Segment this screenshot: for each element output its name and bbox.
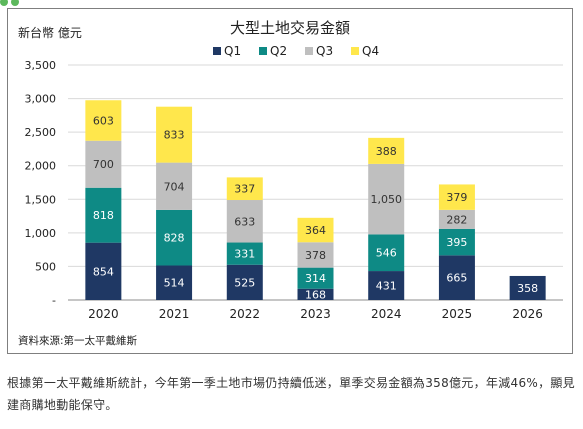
y-tick-label: 2,000 [25,160,57,173]
stacked-bar-chart: 大型土地交易金額 新台幣 億元 Q1 Q2 Q3 Q4 - 500 1,000 1,500 2,00… [18,19,563,347]
data-label-q3-2022: 633 [234,215,255,228]
data-label-q4-2021: 833 [164,129,185,142]
chart-frame: 大型土地交易金額 新台幣 億元 Q1 Q2 Q3 Q4 - 500 1,000 1,500 2,00… [7,8,573,354]
x-tick-label-2024: 2024 [371,307,402,321]
legend-label-q3: Q3 [316,44,333,58]
y-tick-label: 3,500 [25,59,57,72]
accent-dot [11,0,19,6]
legend-swatch-q3 [305,47,313,55]
legend-swatch-q2 [259,47,267,55]
data-label-q1-2026: 358 [517,282,538,295]
y-tick-label: 500 [35,260,56,273]
x-tick-label-2021: 2021 [159,307,190,321]
data-label-q2-2024: 546 [376,247,397,260]
accent-dot [0,0,8,6]
bar-q1-2024 [368,271,405,300]
x-tick-label-2023: 2023 [300,307,331,321]
legend-label-q4: Q4 [362,44,379,58]
bar-q1-2023 [297,288,334,300]
bar-q2-2024 [368,234,405,272]
bar-q2-2022 [226,242,263,265]
bar-q3-2023 [297,242,334,268]
data-label-q1-2024: 431 [376,280,397,293]
bar-q3-2025 [438,209,475,229]
legend-label-q1: Q1 [224,44,241,58]
data-label-q1-2023: 168 [305,288,326,301]
x-tick-label-2020: 2020 [88,307,119,321]
bar-q1-2020 [85,242,122,300]
legend-swatch-q4 [351,47,359,55]
bar-q1-2022 [226,264,263,300]
data-label-q3-2020: 700 [93,158,114,171]
bar-q1-2026 [509,275,546,300]
data-label-q1-2025: 665 [446,272,467,285]
data-label-q4-2022: 337 [234,183,255,196]
data-label-q1-2022: 525 [234,276,255,289]
y-axis-label: 新台幣 億元 [18,25,82,40]
data-label-q3-2023: 378 [305,249,326,262]
data-label-q3-2025: 282 [446,213,467,226]
chart-source-note: 資料來源:第一太平戴維斯 [18,334,138,347]
bar-q4-2024 [368,137,405,164]
bar-q3-2020 [85,140,122,188]
y-tick-label: 1,000 [25,227,57,240]
data-label-q3-2024: 1,050 [370,193,402,206]
chart-title: 大型土地交易金額 [230,19,350,37]
x-tick-label-2026: 2026 [512,307,543,321]
y-tick-label: 3,000 [25,93,57,106]
y-tick-label: 1,500 [25,193,57,206]
y-tick-label: 2,500 [25,126,57,139]
bar-q4-2020 [85,100,122,141]
bar-q2-2023 [297,267,334,289]
article-paragraph: 根據第一太平戴維斯統計，今年第一季土地市場仍持續低迷，單季交易金額為358億元，… [7,376,575,412]
data-label-q4-2023: 364 [305,224,326,237]
data-label-q2-2023: 314 [305,272,326,285]
data-label-q2-2020: 818 [93,209,114,222]
bar-q2-2020 [85,187,122,243]
data-label-q1-2020: 854 [93,265,114,278]
x-tick-label-2025: 2025 [442,307,473,321]
bar-q2-2021 [156,209,193,266]
bar-q2-2025 [438,228,475,256]
data-label-q2-2025: 395 [446,236,467,249]
data-label-q4-2025: 379 [446,191,467,204]
bar-q4-2021 [156,106,193,163]
y-tick-label: - [52,294,56,307]
x-tick-label-2022: 2022 [230,307,261,321]
bar-q1-2021 [156,265,193,300]
bar-q4-2022 [226,177,263,201]
top-accent-decoration [0,0,20,6]
data-label-q4-2024: 388 [376,145,397,158]
data-label-q2-2022: 331 [234,248,255,261]
legend-label-q2: Q2 [270,44,287,58]
legend-swatch-q1 [213,47,221,55]
bar-q1-2025 [438,255,475,300]
data-label-q2-2021: 828 [164,232,185,245]
bar-q3-2021 [156,162,193,210]
bar-q4-2023 [297,217,334,243]
bar-q3-2024 [368,163,405,235]
data-label-q3-2021: 704 [164,180,185,193]
bar-q3-2022 [226,200,263,243]
bar-q4-2025 [438,184,475,210]
data-label-q1-2021: 514 [164,277,185,290]
data-label-q4-2020: 603 [93,114,114,127]
